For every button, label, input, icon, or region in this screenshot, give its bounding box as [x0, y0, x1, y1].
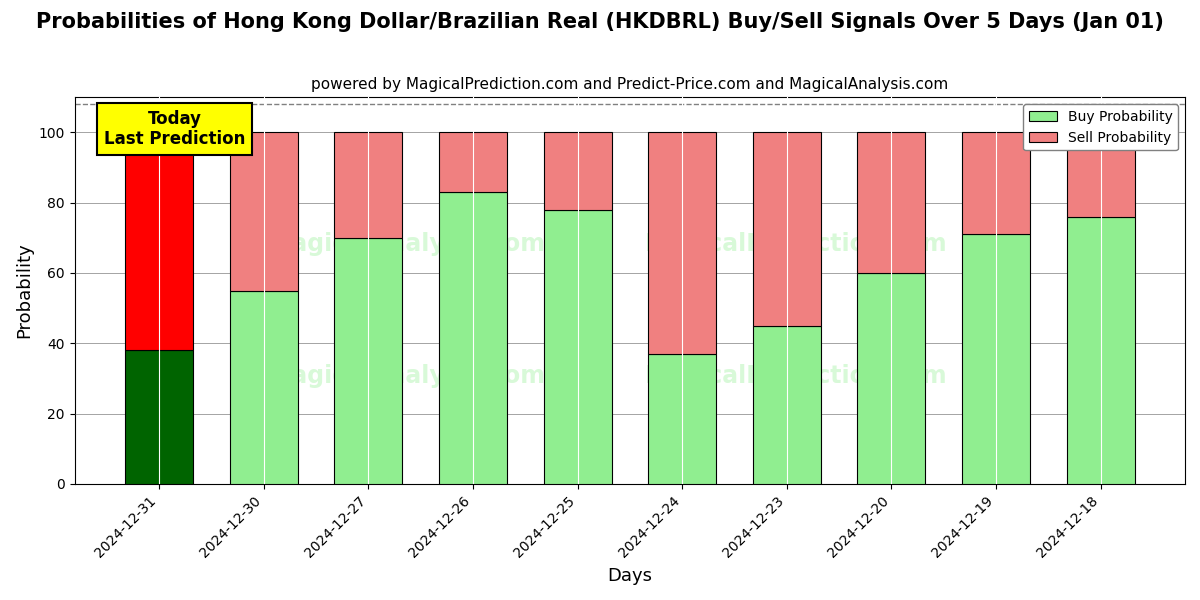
- Text: Today
Last Prediction: Today Last Prediction: [104, 110, 246, 148]
- Title: powered by MagicalPrediction.com and Predict-Price.com and MagicalAnalysis.com: powered by MagicalPrediction.com and Pre…: [311, 77, 948, 92]
- Bar: [752, 326, 821, 484]
- Bar: [439, 192, 506, 484]
- Text: MagicalAnalysis.com: MagicalAnalysis.com: [269, 232, 546, 256]
- Bar: [544, 133, 612, 210]
- Text: Probabilities of Hong Kong Dollar/Brazilian Real (HKDBRL) Buy/Sell Signals Over : Probabilities of Hong Kong Dollar/Brazil…: [36, 12, 1164, 32]
- Text: MagicalAnalysis.com: MagicalAnalysis.com: [269, 364, 546, 388]
- Bar: [962, 235, 1030, 484]
- Bar: [648, 354, 716, 484]
- Bar: [544, 210, 612, 484]
- Bar: [752, 133, 821, 326]
- Bar: [1067, 133, 1134, 217]
- Bar: [962, 133, 1030, 235]
- Text: MagicalPrediction.com: MagicalPrediction.com: [646, 364, 948, 388]
- Text: MagicalPrediction.com: MagicalPrediction.com: [646, 232, 948, 256]
- Bar: [335, 133, 402, 238]
- Bar: [439, 133, 506, 192]
- Bar: [125, 350, 193, 484]
- Legend: Buy Probability, Sell Probability: Buy Probability, Sell Probability: [1024, 104, 1178, 151]
- Bar: [857, 273, 925, 484]
- Bar: [648, 133, 716, 354]
- X-axis label: Days: Days: [607, 567, 653, 585]
- Y-axis label: Probability: Probability: [16, 242, 34, 338]
- Bar: [125, 133, 193, 350]
- Bar: [229, 133, 298, 290]
- Bar: [1067, 217, 1134, 484]
- Bar: [857, 133, 925, 273]
- Bar: [229, 290, 298, 484]
- Bar: [335, 238, 402, 484]
